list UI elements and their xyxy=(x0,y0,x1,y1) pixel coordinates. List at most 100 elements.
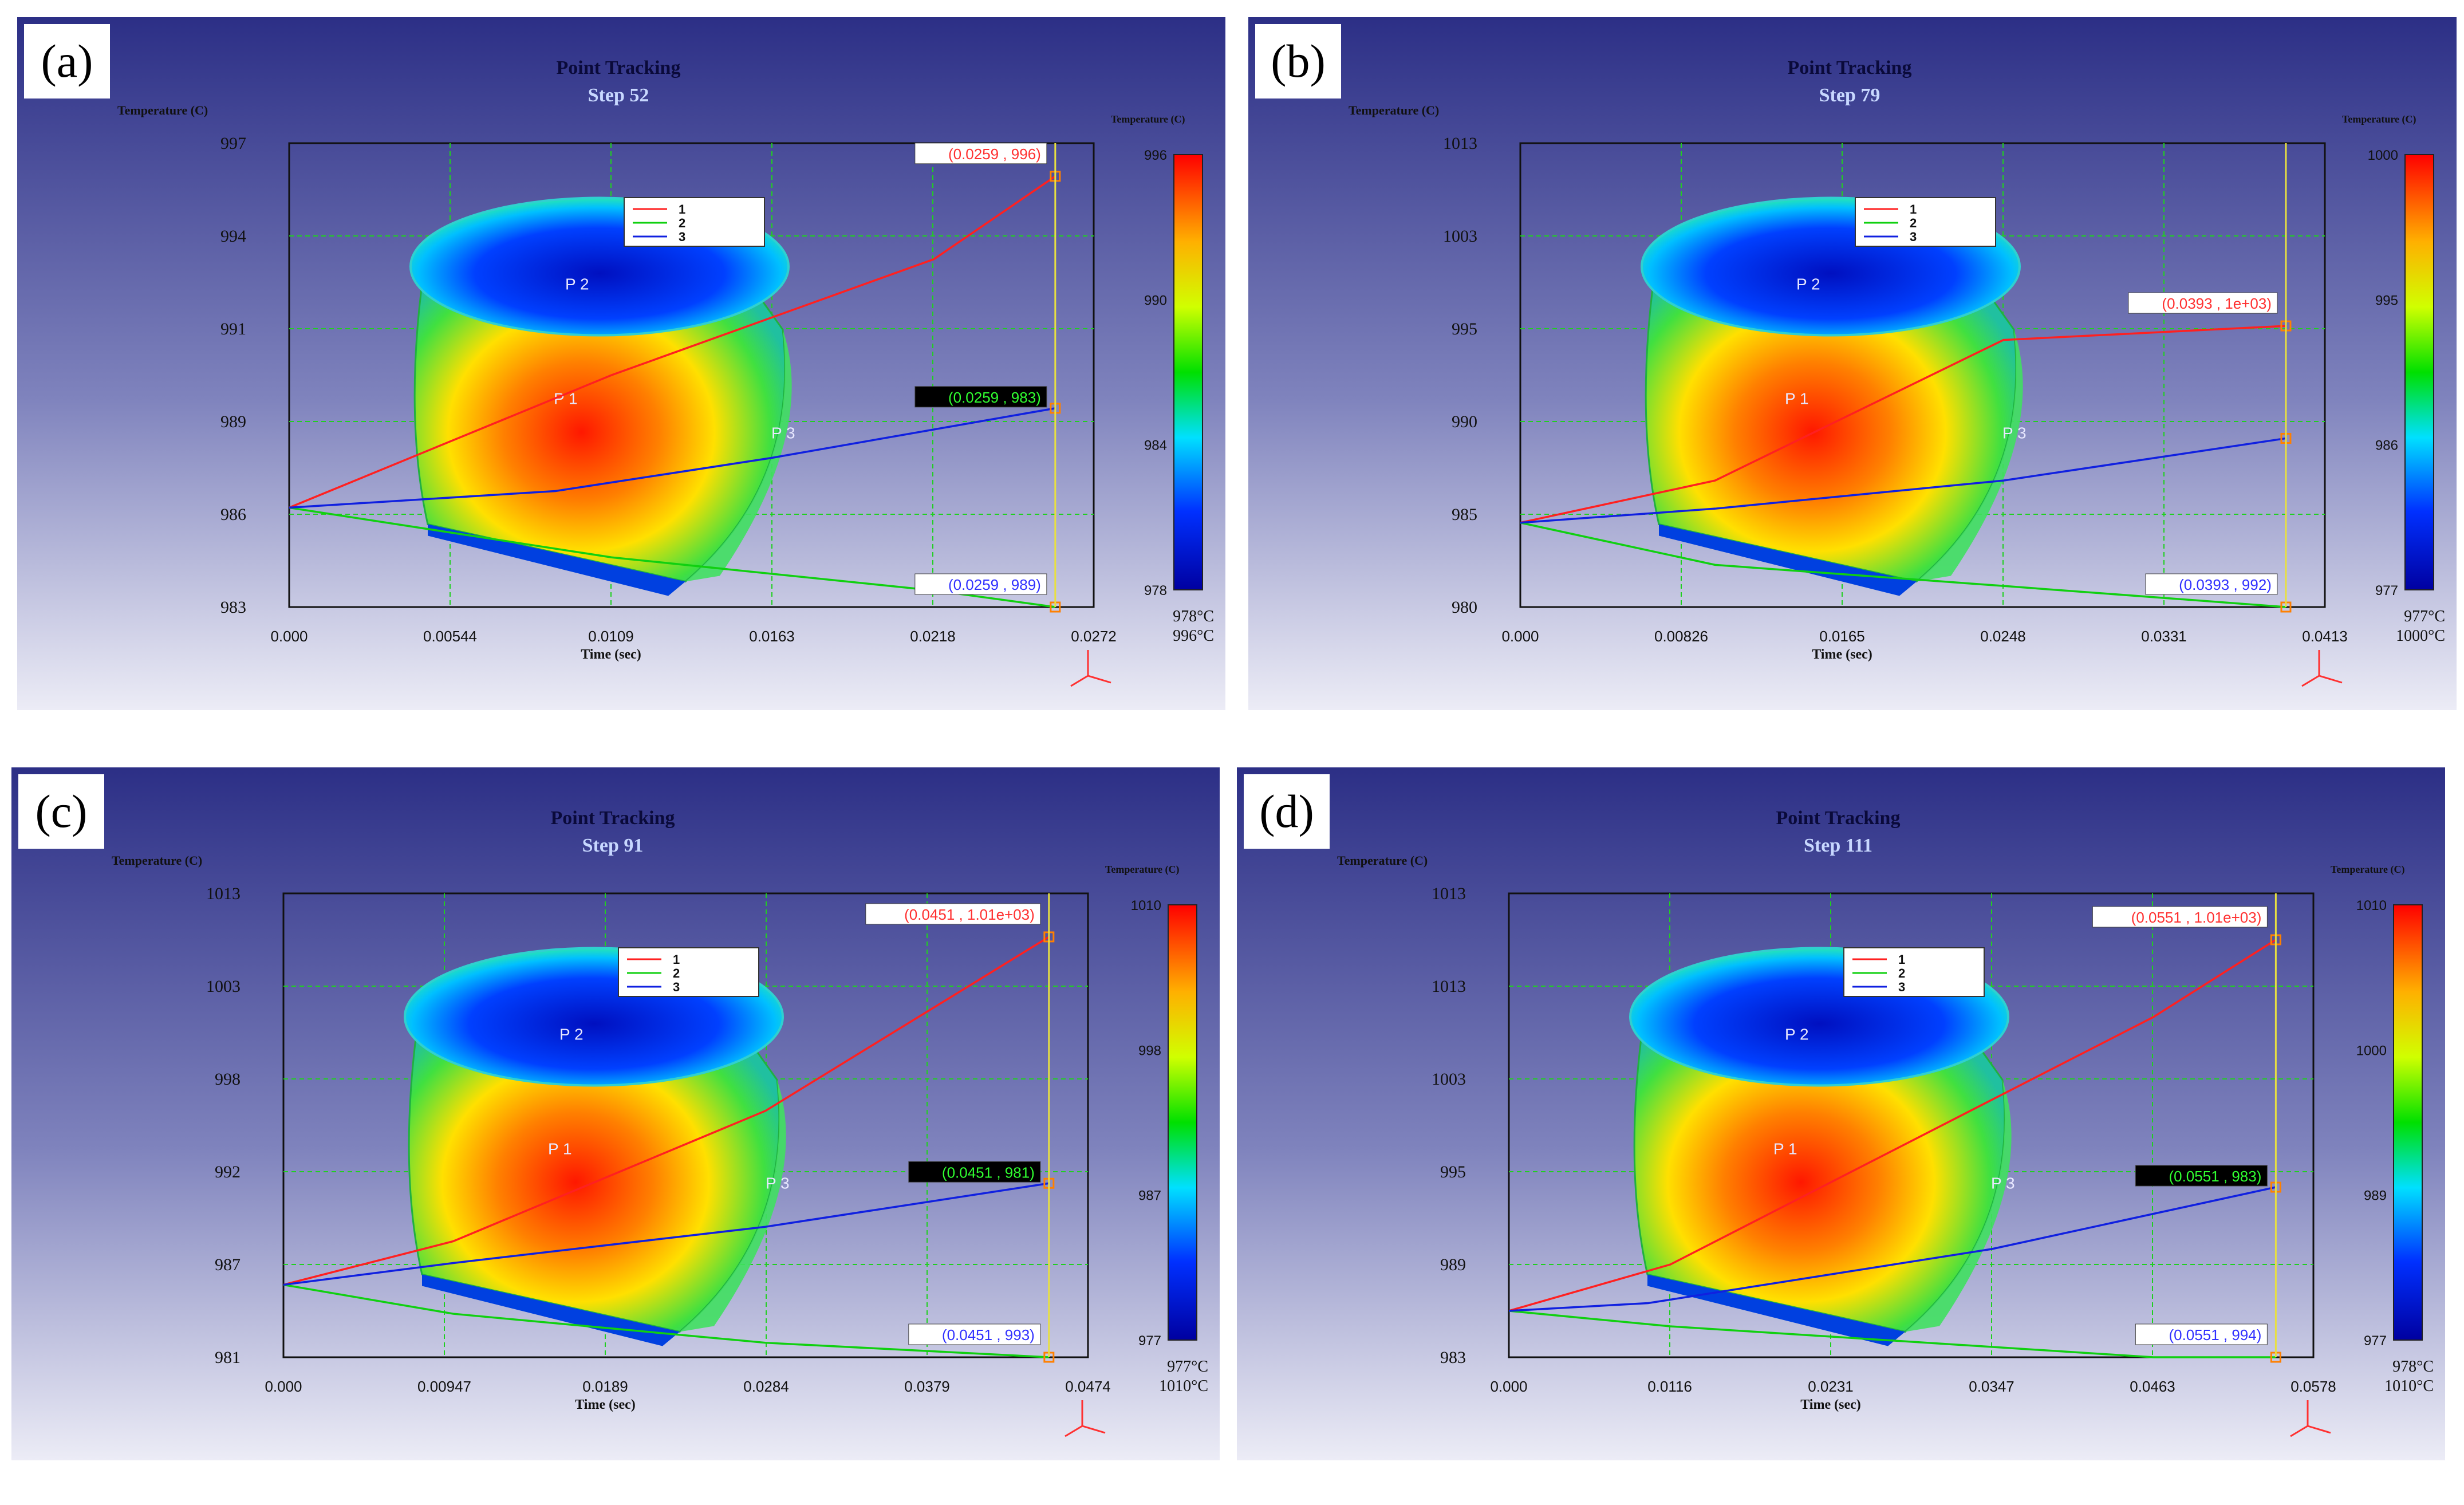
colorbar-tick-label: 1010 xyxy=(1131,898,1161,913)
y-tick-label: 987 xyxy=(215,1255,241,1274)
series-line-3 xyxy=(289,407,1056,509)
range-max-label: 1000°C xyxy=(2396,627,2445,645)
series-line-1 xyxy=(1520,325,2286,524)
colorbar-tick-label: 989 xyxy=(2364,1188,2387,1204)
x-tick-label: 0.00947 xyxy=(417,1378,471,1395)
specimen-side-face xyxy=(1917,329,2023,582)
x-tick-label: 0.00544 xyxy=(423,628,477,645)
x-tick-label: 0.0413 xyxy=(2302,628,2348,645)
x-tick-label: 0.0272 xyxy=(1071,628,1117,645)
y-tick-label: 980 xyxy=(1452,598,1477,617)
colorbar-title: Temperature (C) xyxy=(1111,113,1185,125)
colorbar-tick-label: 990 xyxy=(1144,293,1167,308)
specimen-bottom-edge xyxy=(1659,524,1917,596)
cursor-value-label: (0.0551 , 983) xyxy=(2169,1168,2261,1185)
y-axis-title: Temperature (C) xyxy=(1349,103,1440,117)
panel-a: 0.000 0.00544 0.0109 0.0163 0.0218 0.0272 983 9… xyxy=(17,17,1225,710)
x-tick-label: 0.000 xyxy=(1490,1378,1527,1395)
y-axis-title: Temperature (C) xyxy=(1337,853,1428,868)
range-max-label: 996°C xyxy=(1173,627,1214,645)
legend-label: 2 xyxy=(1910,216,1917,230)
tracking-point-label: P 2 xyxy=(1796,275,1820,293)
y-tick-label: 997 xyxy=(220,134,246,153)
colorbar-tick-label: 998 xyxy=(1138,1043,1161,1058)
legend-label: 2 xyxy=(679,216,685,230)
y-tick-label: 990 xyxy=(1452,412,1477,431)
colorbar-tick-label: 1010 xyxy=(2356,898,2387,913)
chart-svg: 0.000 0.0116 0.0231 0.0347 0.0463 0.0578 983 98… xyxy=(1237,767,2445,1460)
legend-label: 3 xyxy=(679,230,685,244)
legend-label: 1 xyxy=(679,202,685,216)
cursor-value-label: (0.0551 , 1.01e+03) xyxy=(2131,909,2262,926)
x-tick-label: 0.000 xyxy=(270,628,307,645)
colorbar-tick-label: 987 xyxy=(1138,1188,1161,1204)
y-tick-label: 1013 xyxy=(1432,977,1466,996)
series-line-1 xyxy=(283,936,1050,1286)
step-label: Step 91 xyxy=(582,835,644,856)
plot-frame xyxy=(282,892,1089,1358)
colorbar xyxy=(2404,154,2434,590)
range-min-label: 977°C xyxy=(2404,608,2445,625)
tracking-point-label: P 3 xyxy=(771,424,795,442)
cursor-value-label: (0.0451 , 993) xyxy=(942,1326,1035,1344)
specimen-body xyxy=(1633,998,2006,1333)
y-tick-label: 985 xyxy=(1452,505,1477,524)
y-tick-label: 986 xyxy=(220,505,246,524)
cursor-value-label: (0.0259 , 983) xyxy=(948,389,1041,406)
colorbar-title: Temperature (C) xyxy=(1105,864,1180,875)
range-min-label: 977°C xyxy=(1167,1358,1208,1376)
y-axis-title: Temperature (C) xyxy=(112,853,203,868)
colorbar-tick-label: 996 xyxy=(1144,148,1167,163)
cursor-value-box xyxy=(2092,906,2268,928)
cursor-value-label: (0.0259 , 996) xyxy=(948,145,1041,163)
chart-title: Point Tracking xyxy=(550,807,675,829)
specimen-body xyxy=(413,248,786,583)
series-line-2 xyxy=(283,1283,1049,1358)
tracking-point-label: P 2 xyxy=(565,275,589,293)
y-tick-label: 989 xyxy=(220,412,246,431)
x-tick-label: 0.0248 xyxy=(1980,628,2026,645)
x-tick-label: 0.0116 xyxy=(1647,1378,1692,1395)
specimen-bottom-edge xyxy=(428,524,685,596)
x-tick-label: 0.0109 xyxy=(588,628,634,645)
panel-c: 0.000 0.00947 0.0189 0.0284 0.0379 0.0474 981 9… xyxy=(11,767,1220,1460)
plot-frame xyxy=(1519,142,2326,608)
chart-title: Point Tracking xyxy=(1776,807,1901,829)
x-tick-label: 0.000 xyxy=(265,1378,302,1395)
x-tick-label: 0.0218 xyxy=(910,628,956,645)
x-tick-label: 0.0463 xyxy=(2130,1378,2175,1395)
tracking-point-label: P 1 xyxy=(1773,1140,1797,1158)
cursor-value-box xyxy=(2135,1323,2268,1345)
y-tick-label: 995 xyxy=(1452,320,1477,338)
cursor-value-box xyxy=(914,386,1047,408)
series-line-2 xyxy=(289,506,1056,608)
series-line-2 xyxy=(1520,522,2286,608)
tracking-point-label: P 1 xyxy=(548,1140,572,1158)
step-label: Step 52 xyxy=(588,85,649,106)
legend-label: 1 xyxy=(673,952,680,967)
y-tick-label: 992 xyxy=(215,1163,241,1181)
tracking-point-label: P 1 xyxy=(554,390,578,408)
y-axis-title: Temperature (C) xyxy=(117,103,208,117)
legend-label: 2 xyxy=(1898,966,1905,980)
axis-triad-line xyxy=(1065,1425,1083,1437)
cursor-value-label: (0.0551 , 994) xyxy=(2169,1326,2261,1344)
step-label: Step 111 xyxy=(1804,835,1872,856)
panel-letter: (d) xyxy=(1244,774,1330,849)
x-tick-label: 0.0379 xyxy=(904,1378,950,1395)
colorbar xyxy=(1168,904,1197,1341)
colorbar xyxy=(1173,154,1203,590)
cursor-value-box xyxy=(2135,1165,2268,1187)
legend-label: 1 xyxy=(1898,952,1905,967)
x-axis-title: Time (sec) xyxy=(1800,1397,1861,1412)
y-tick-label: 1003 xyxy=(1443,227,1477,246)
y-tick-label: 983 xyxy=(220,598,246,617)
cursor-value-box xyxy=(908,1161,1041,1183)
x-tick-label: 0.0189 xyxy=(582,1378,628,1395)
cursor-value-label: (0.0393 , 992) xyxy=(2179,576,2272,593)
colorbar-tick-label: 977 xyxy=(2364,1333,2387,1349)
chart-svg: 0.000 0.00826 0.0165 0.0248 0.0331 0.0413 980 9… xyxy=(1248,17,2457,710)
colorbar xyxy=(2393,904,2423,1341)
chart-svg: 0.000 0.00544 0.0109 0.0163 0.0218 0.0272 983 9… xyxy=(17,17,1225,710)
cursor-value-label: (0.0259 , 989) xyxy=(948,576,1041,593)
